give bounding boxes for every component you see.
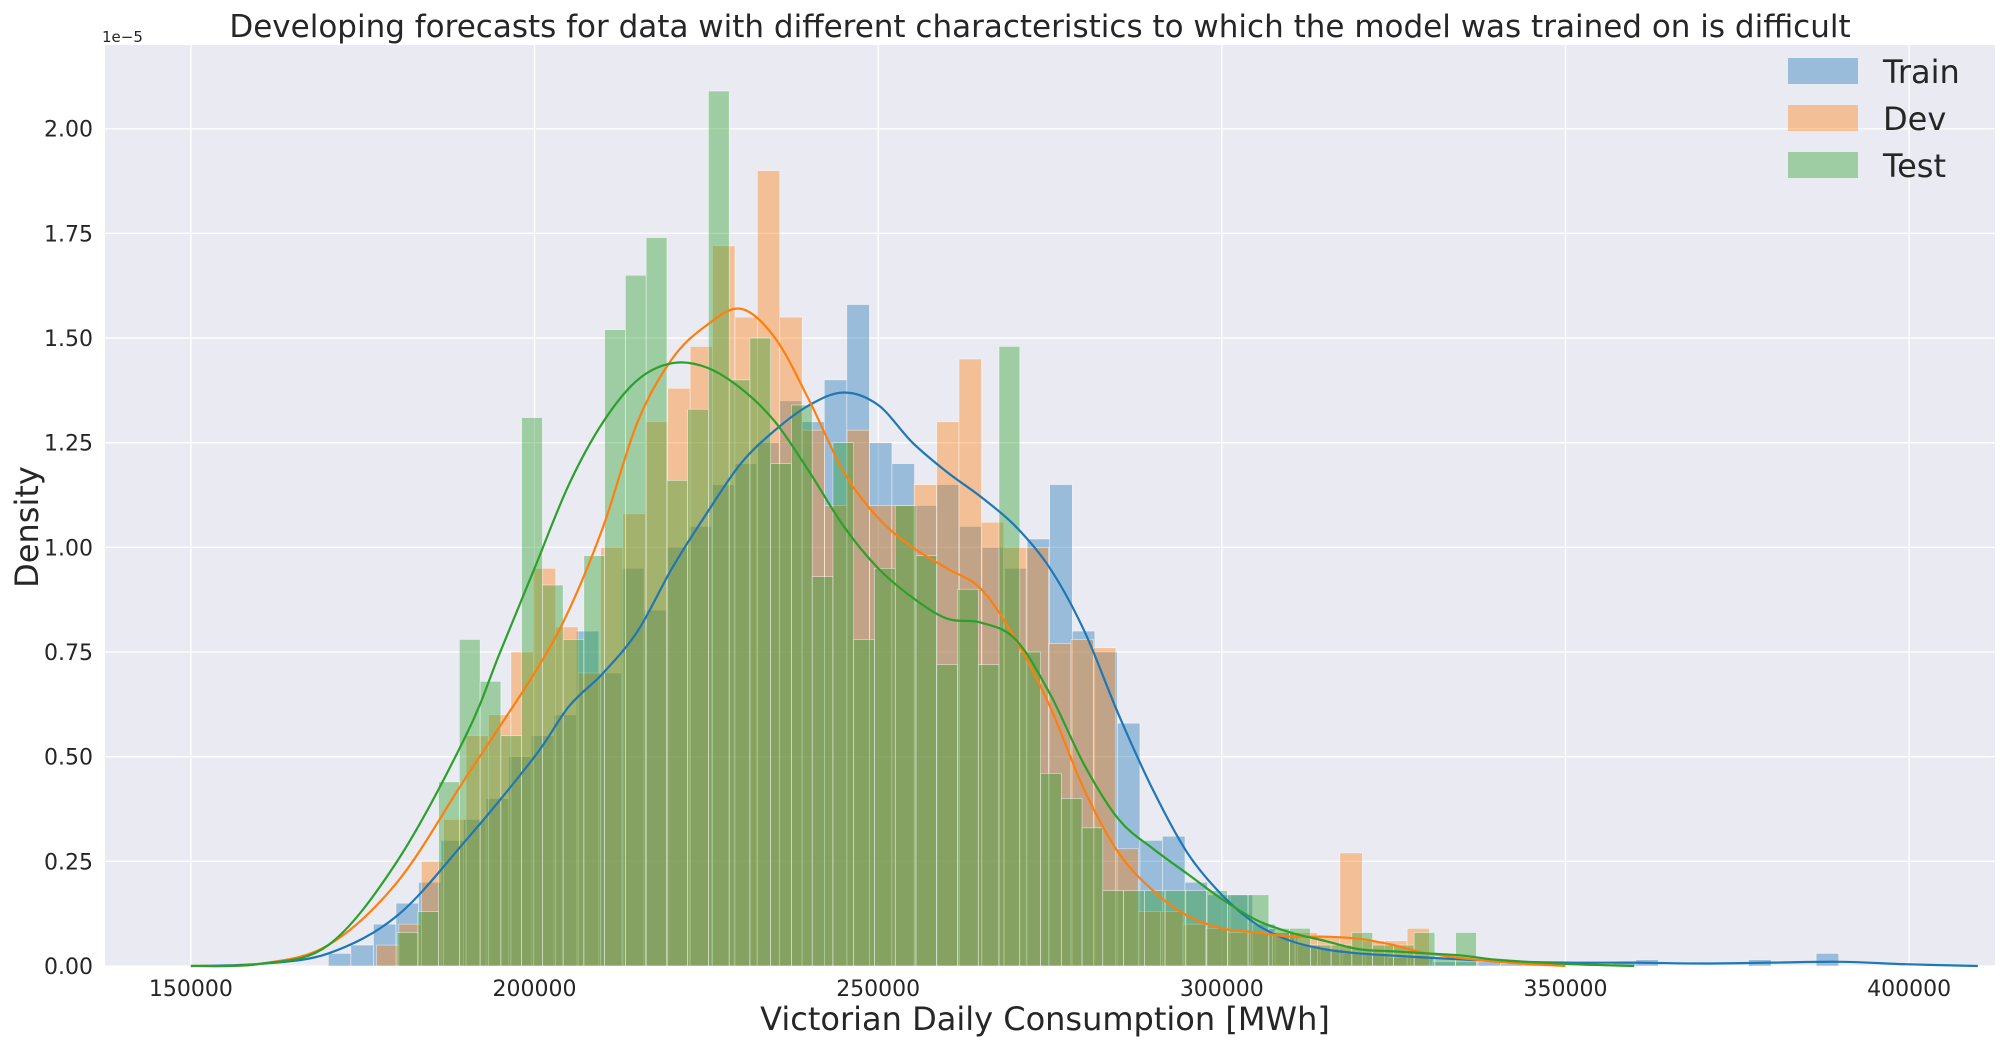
histogram-bar [770, 463, 792, 967]
y-tick-label: 0.25 [44, 850, 93, 875]
histogram-bar [666, 480, 688, 967]
histogram-bar [562, 639, 585, 967]
histogram-bar [1143, 890, 1166, 967]
y-tick-label: 1.75 [44, 222, 93, 247]
legend: Train Dev Test [1788, 53, 1960, 185]
histogram-bar [438, 781, 460, 967]
histogram-bar [894, 505, 917, 967]
x-tick-label: 150000 [149, 977, 233, 1002]
x-tick-label: 400000 [1867, 977, 1951, 1002]
histogram-bar [977, 664, 1000, 967]
y-axis-offset-text: 1e−5 [102, 28, 143, 46]
histogram-bar [479, 681, 502, 967]
legend-label-test: Test [1882, 147, 1946, 185]
histogram-bar [832, 442, 855, 967]
kde-line-test [190, 361, 1635, 968]
histogram-bar [749, 337, 771, 967]
histogram-bar [1060, 798, 1083, 967]
legend-label-train: Train [1882, 53, 1960, 91]
histogram-bar [1081, 827, 1104, 967]
bars-test [396, 90, 1477, 967]
histogram-bar [583, 555, 605, 967]
histogram-bar [350, 944, 374, 967]
legend-swatch-test [1788, 152, 1858, 178]
legend-swatch-dev [1788, 105, 1858, 131]
histogram-bar [376, 944, 400, 967]
histogram-bar [521, 417, 543, 967]
x-tick-label: 200000 [493, 977, 577, 1002]
x-tick-label: 300000 [1180, 977, 1264, 1002]
legend-label-dev: Dev [1883, 100, 1946, 138]
y-tick-label: 0.75 [44, 641, 93, 666]
histogram-bar [687, 408, 709, 967]
histogram-bar [328, 953, 352, 967]
histogram-bar [645, 237, 668, 967]
y-axis-ticks: 0.00 0.25 0.50 0.75 1.00 1.25 1.50 1.75 2.00 [44, 118, 93, 980]
histogram-bar [957, 588, 979, 967]
y-tick-label: 2.00 [44, 118, 93, 143]
y-tick-label: 1.00 [44, 536, 93, 561]
histogram-bar [1413, 932, 1436, 967]
histogram-bar [811, 576, 834, 967]
histogram-bar [791, 404, 813, 967]
histogram-bar [936, 664, 958, 967]
histogram-bar [1019, 651, 1041, 967]
histogram-bar [998, 346, 1021, 967]
histogram-bar [604, 329, 626, 967]
x-tick-label: 350000 [1523, 977, 1607, 1002]
histogram-bar [708, 90, 730, 967]
x-axis-label: Victorian Daily Consumption [MWh] [760, 1000, 1330, 1038]
kde-curves [190, 307, 1978, 968]
chart-title: Developing forecasts for data with diffe… [229, 9, 1850, 45]
histogram-bar [1815, 953, 1840, 967]
histogram-bar [853, 639, 875, 967]
y-tick-label: 0.00 [44, 955, 93, 980]
y-axis-label: Density [8, 466, 46, 588]
histogram-bar [1185, 890, 1207, 967]
histogram-bar [728, 379, 751, 967]
y-tick-label: 1.25 [44, 432, 93, 457]
y-tick-label: 1.50 [44, 327, 93, 352]
x-tick-label: 250000 [836, 977, 920, 1002]
legend-swatch-train [1788, 58, 1858, 84]
histogram-bar [915, 555, 938, 967]
histogram-bar [1040, 773, 1062, 967]
x-axis-ticks: 150000 200000 250000 300000 350000 400000 [149, 977, 1951, 1002]
histogram-bars [328, 90, 1840, 967]
histogram-bar [459, 639, 481, 967]
histogram-bar [417, 911, 439, 967]
kde-line-dev [190, 307, 1566, 968]
histogram-bar [874, 567, 896, 967]
histogram-bar [1123, 890, 1145, 967]
histogram-bar [500, 735, 522, 967]
histogram-bar [1102, 890, 1124, 967]
histogram-bar [396, 932, 419, 967]
y-tick-label: 0.50 [44, 746, 93, 771]
